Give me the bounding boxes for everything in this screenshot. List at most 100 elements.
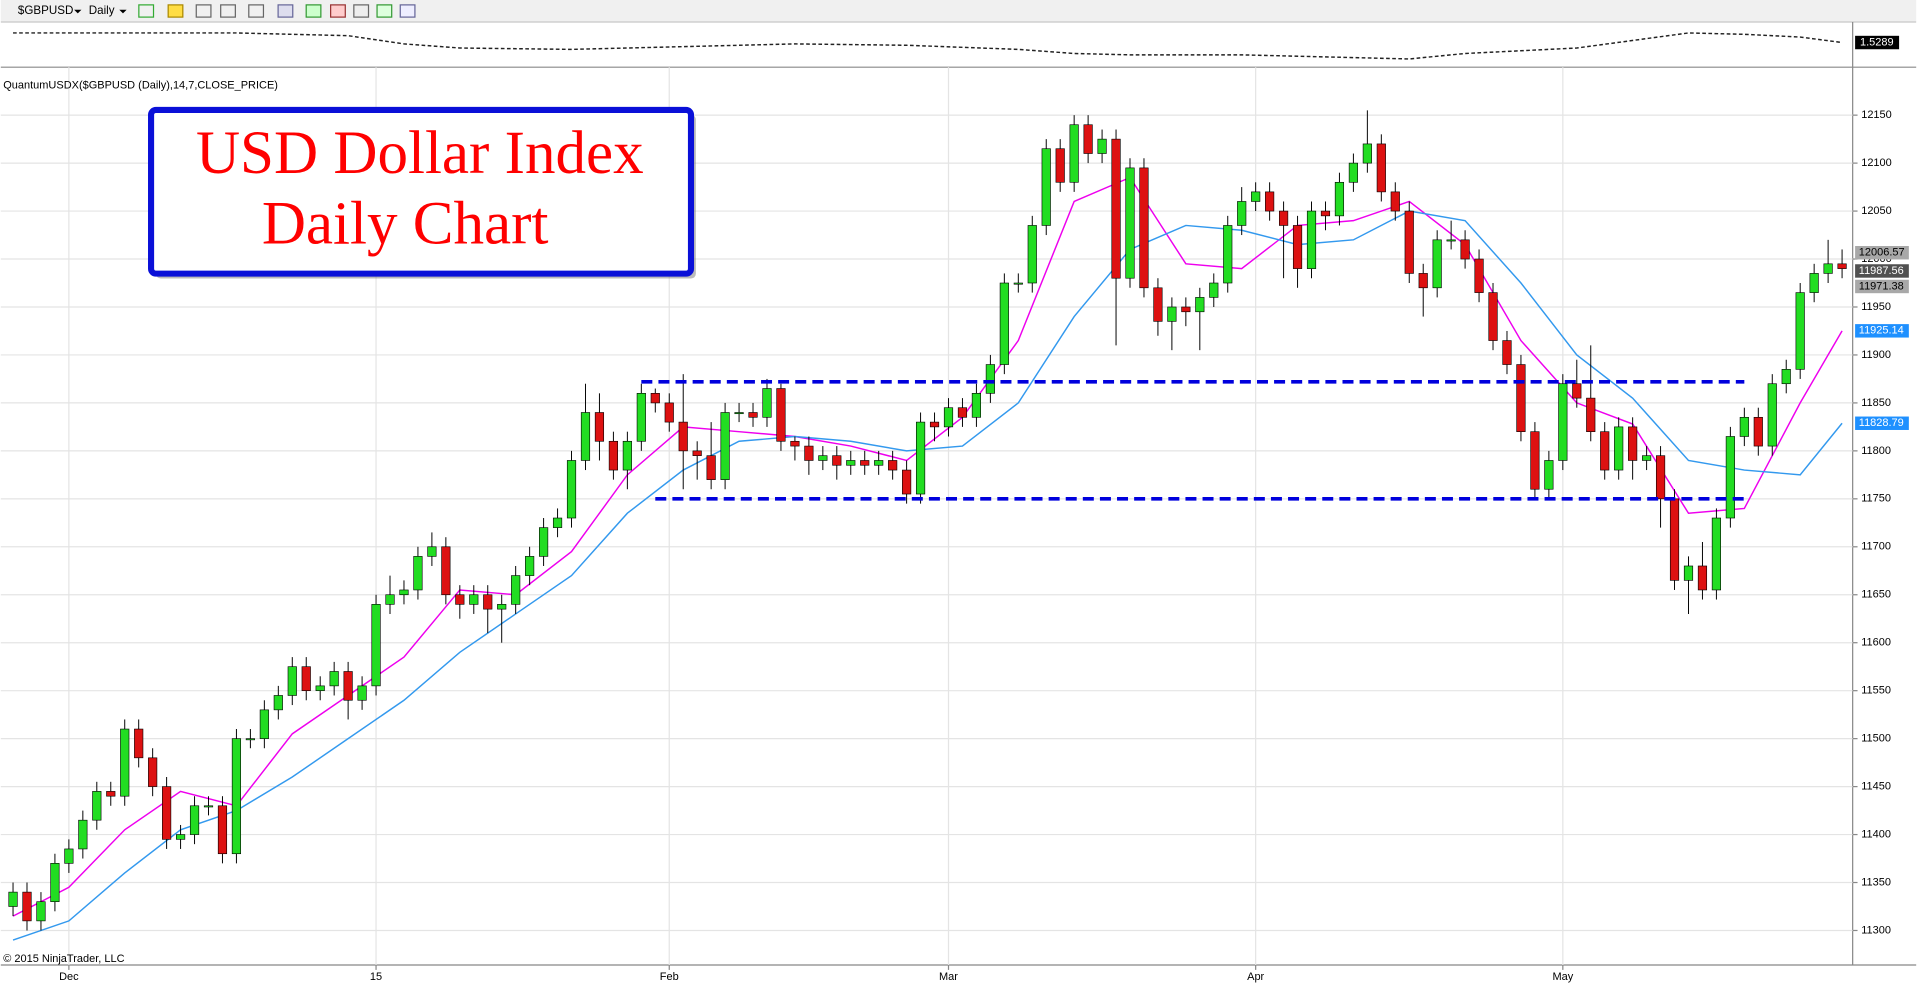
y-tick-label: 11750	[1861, 493, 1891, 505]
title-frame	[148, 106, 695, 277]
candle-body	[915, 421, 926, 495]
icon-search[interactable]	[277, 4, 294, 18]
candle-body	[483, 594, 493, 610]
candle-body	[1306, 210, 1317, 269]
y-tick-label: 11600	[1861, 637, 1891, 649]
icon-indicators[interactable]	[330, 4, 346, 18]
x-tick-label: May	[1552, 971, 1573, 983]
candle-body	[399, 589, 409, 596]
candle-body	[203, 805, 214, 808]
price-marker-label: 11925.14	[1859, 325, 1904, 337]
candle-body	[971, 393, 982, 418]
plot-area	[8, 32, 1847, 941]
candle-body	[231, 738, 242, 855]
candle-body	[1376, 143, 1386, 193]
y-tick-label: 11500	[1861, 733, 1891, 745]
icon-data-box[interactable]	[399, 4, 416, 18]
candle-body	[106, 791, 116, 797]
candle-body	[371, 604, 381, 687]
candle-body	[1418, 273, 1428, 289]
candle-body	[78, 819, 88, 850]
candle-body	[720, 412, 730, 480]
candle-body	[441, 546, 451, 596]
candle-body	[1669, 498, 1680, 581]
candle-body	[818, 455, 828, 461]
title-box: USD Dollar Index Daily Chart	[148, 106, 696, 279]
candle-body	[134, 728, 144, 759]
y-tick-label: 11400	[1861, 828, 1891, 840]
price-marker	[1855, 246, 1909, 260]
candle-body	[1181, 306, 1191, 313]
toolbar-icons[interactable]	[138, 4, 416, 18]
symbol-selector[interactable]: $GBPUSD	[18, 4, 73, 17]
candle-body	[343, 671, 353, 701]
icon-properties[interactable]	[353, 4, 370, 18]
candle-body	[846, 460, 856, 466]
candle-body	[1097, 138, 1107, 154]
candle-body	[1069, 124, 1079, 183]
candle-body	[1781, 369, 1791, 385]
candle-body	[1753, 416, 1763, 447]
candle-body	[594, 412, 605, 442]
candle-body	[22, 891, 32, 922]
icon-draw[interactable]	[167, 4, 184, 18]
y-tick-label: 11300	[1861, 924, 1891, 936]
candle-body	[1320, 210, 1331, 217]
candle-body	[1544, 460, 1554, 490]
candle-body	[469, 594, 479, 605]
candle-body	[50, 863, 60, 903]
dropdown-arrow[interactable]	[119, 9, 127, 14]
candle-body	[1265, 191, 1275, 212]
candle-body	[1348, 162, 1358, 183]
grid	[0, 67, 1853, 966]
candle-body	[315, 685, 325, 691]
y-tick-label: 12150	[1861, 109, 1892, 121]
candle-body	[1432, 239, 1442, 289]
candle-body	[692, 450, 702, 456]
candle-body	[1474, 258, 1484, 293]
interval-selector[interactable]: Daily	[89, 4, 115, 17]
icon-strategy[interactable]	[376, 4, 393, 18]
candle-body	[36, 901, 46, 922]
candle-body	[357, 685, 367, 701]
candle-body	[1055, 148, 1065, 183]
candle-body	[776, 388, 786, 442]
icon-zoom-in[interactable]	[195, 4, 212, 18]
candle-body	[329, 671, 339, 687]
gbpusd-line	[13, 32, 1843, 60]
icon-select[interactable]	[248, 4, 265, 18]
candle-body	[999, 282, 1009, 365]
candle-body	[1279, 210, 1289, 226]
candle-body	[539, 527, 549, 557]
candle-body	[1390, 191, 1400, 212]
candle-body	[1809, 273, 1819, 293]
icon-zoom-out[interactable]	[220, 4, 236, 18]
candle-body	[175, 834, 186, 840]
icon-bars[interactable]	[305, 4, 322, 18]
candle-body	[678, 421, 688, 452]
y-tick-label: 11450	[1861, 781, 1891, 793]
icon-candles[interactable]	[138, 4, 155, 18]
candle-body	[566, 460, 577, 519]
candle-body	[748, 412, 758, 418]
candle-body	[1767, 383, 1777, 447]
candle-body	[1167, 306, 1177, 322]
price-marker-label: 11987.56	[1859, 265, 1904, 277]
candle-body	[1404, 210, 1414, 274]
y-tick-label: 11800	[1861, 445, 1891, 457]
candle-body	[1125, 167, 1135, 279]
candle-body	[636, 393, 646, 442]
candle-body	[1209, 282, 1219, 298]
candle-body	[1711, 517, 1721, 591]
candle-body	[1334, 181, 1345, 217]
dropdown-arrow[interactable]	[74, 9, 82, 14]
candle-body	[664, 402, 674, 423]
price-marker	[1855, 416, 1909, 430]
candle-body	[385, 594, 395, 605]
candle-body	[1195, 297, 1205, 313]
candle-body	[734, 412, 744, 415]
candle-body	[455, 594, 465, 605]
y-tick-label: 11700	[1861, 541, 1891, 553]
